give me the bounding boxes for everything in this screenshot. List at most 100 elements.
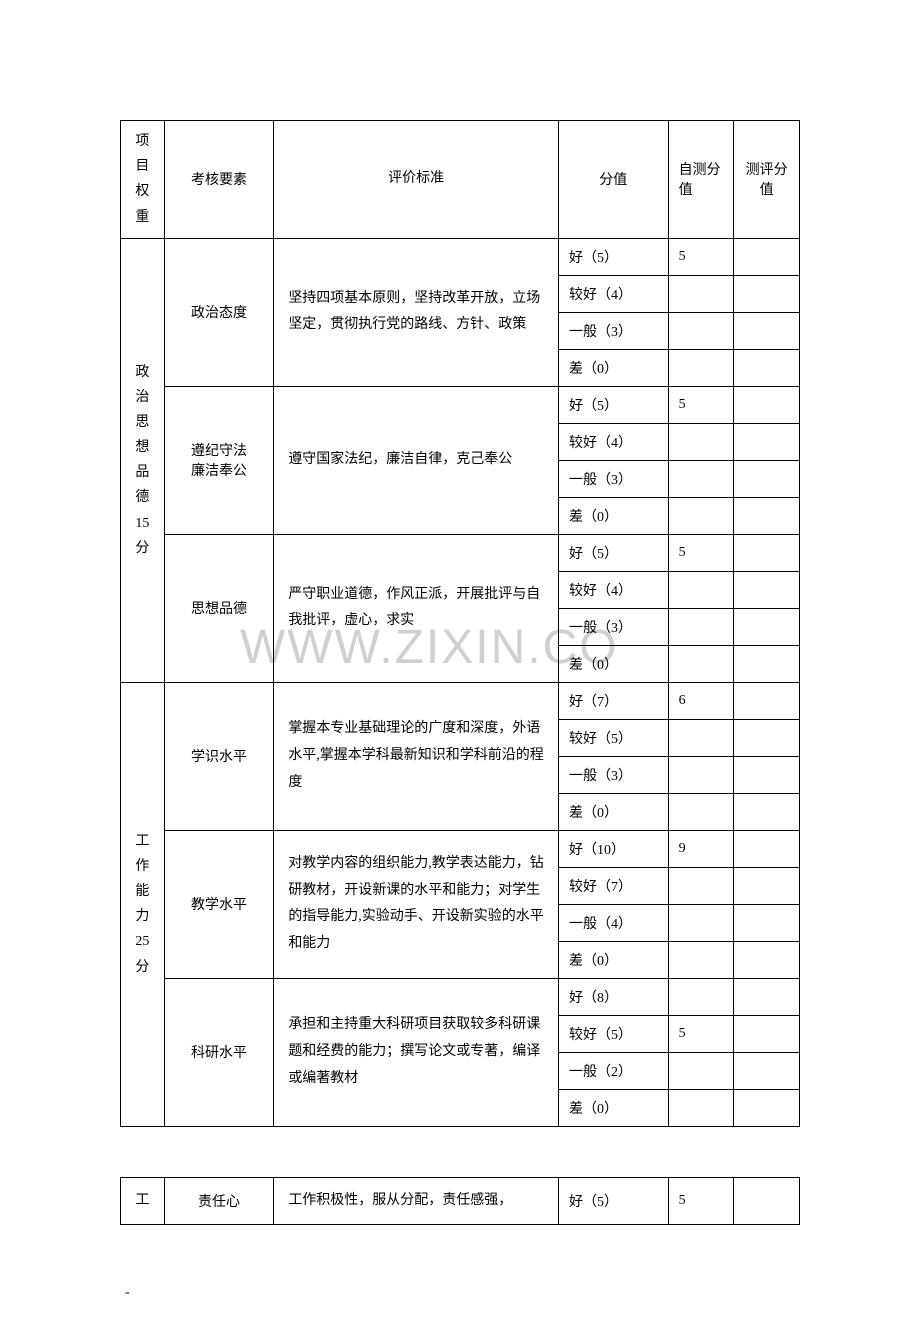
eval-cell <box>734 349 800 386</box>
header-self: 自测分值 <box>668 121 734 239</box>
score-cell: 一般（2） <box>559 1052 669 1089</box>
standard-cell: 严守职业道德，作风正派，开展批评与自我批评，虚心，求实 <box>274 534 559 682</box>
score-cell: 一般（4） <box>559 904 669 941</box>
header-row: 项目权重 考核要素 评价标准 分值 自测分值 测评分值 <box>121 121 800 239</box>
eval-cell <box>734 312 800 349</box>
weight-cell-2: 工作能力25分 <box>121 682 165 1126</box>
standard-cell: 工作积极性，服从分配，责任感强， <box>274 1177 559 1225</box>
eval-cell <box>734 682 800 719</box>
score-cell: 较好（4） <box>559 423 669 460</box>
score-cell: 较好（7） <box>559 867 669 904</box>
eval-cell <box>734 645 800 682</box>
score-cell: 差（0） <box>559 941 669 978</box>
element-cell: 科研水平 <box>164 978 274 1126</box>
weight-cell-1: 政治思想品德15分 <box>121 238 165 682</box>
eval-cell <box>734 275 800 312</box>
self-cell <box>668 793 734 830</box>
eval-cell <box>734 1015 800 1052</box>
standard-cell: 对教学内容的组织能力,教学表达能力，钻研教材，开设新课的水平和能力；对学生的指导… <box>274 830 559 978</box>
self-cell <box>668 645 734 682</box>
eval-cell <box>734 830 800 867</box>
eval-cell <box>734 904 800 941</box>
score-cell: 一般（3） <box>559 608 669 645</box>
eval-cell <box>734 460 800 497</box>
element-cell: 教学水平 <box>164 830 274 978</box>
footer-dash: - <box>120 1285 800 1301</box>
self-cell <box>668 460 734 497</box>
header-score: 分值 <box>559 121 669 239</box>
self-cell <box>668 978 734 1015</box>
eval-cell <box>734 423 800 460</box>
self-cell <box>668 867 734 904</box>
element-cell: 学识水平 <box>164 682 274 830</box>
self-cell <box>668 756 734 793</box>
self-cell: 5 <box>668 534 734 571</box>
self-cell: 5 <box>668 386 734 423</box>
header-element: 考核要素 <box>164 121 274 239</box>
score-cell: 差（0） <box>559 1089 669 1126</box>
eval-cell <box>734 756 800 793</box>
standard-cell: 承担和主持重大科研项目获取较多科研课题和经费的能力；撰写论文或专著，编译或编著教… <box>274 978 559 1126</box>
self-cell <box>668 904 734 941</box>
evaluation-table: 项目权重 考核要素 评价标准 分值 自测分值 测评分值 政治思想品德15分 政治… <box>120 120 800 1127</box>
table-row: 工 责任心 工作积极性，服从分配，责任感强， 好（5） 5 <box>121 1177 800 1225</box>
self-cell: 5 <box>668 238 734 275</box>
self-cell: 5 <box>668 1015 734 1052</box>
score-cell: 差（0） <box>559 497 669 534</box>
score-cell: 好（5） <box>559 386 669 423</box>
eval-cell <box>734 793 800 830</box>
score-cell: 好（10） <box>559 830 669 867</box>
self-cell <box>668 1052 734 1089</box>
table-row: 工作能力25分 学识水平 掌握本专业基础理论的广度和深度，外语水平,掌握本学科最… <box>121 682 800 719</box>
eval-cell <box>734 571 800 608</box>
self-cell: 9 <box>668 830 734 867</box>
self-cell <box>668 719 734 756</box>
table-row: 教学水平 对教学内容的组织能力,教学表达能力，钻研教材，开设新课的水平和能力；对… <box>121 830 800 867</box>
table-row: 科研水平 承担和主持重大科研项目获取较多科研课题和经费的能力；撰写论文或专著，编… <box>121 978 800 1015</box>
score-cell: 较好（4） <box>559 275 669 312</box>
score-cell: 好（5） <box>559 238 669 275</box>
self-cell <box>668 312 734 349</box>
self-cell <box>668 571 734 608</box>
self-cell <box>668 608 734 645</box>
score-cell: 好（5） <box>559 534 669 571</box>
eval-cell <box>734 1177 800 1225</box>
self-cell <box>668 275 734 312</box>
score-cell: 差（0） <box>559 645 669 682</box>
eval-cell <box>734 978 800 1015</box>
standard-cell: 遵守国家法纪，廉洁自律，克己奉公 <box>274 386 559 534</box>
second-table: 工 责任心 工作积极性，服从分配，责任感强， 好（5） 5 <box>120 1177 800 1226</box>
weight-cell-3: 工 <box>121 1177 165 1225</box>
score-cell: 好（8） <box>559 978 669 1015</box>
standard-cell: 坚持四项基本原则，坚持改革开放，立场坚定，贯彻执行党的路线、方针、政策 <box>274 238 559 386</box>
self-cell <box>668 423 734 460</box>
self-cell <box>668 349 734 386</box>
eval-cell <box>734 1089 800 1126</box>
element-cell: 政治态度 <box>164 238 274 386</box>
score-cell: 一般（3） <box>559 756 669 793</box>
standard-cell: 掌握本专业基础理论的广度和深度，外语水平,掌握本学科最新知识和学科前沿的程度 <box>274 682 559 830</box>
eval-cell <box>734 497 800 534</box>
table-row: 政治思想品德15分 政治态度 坚持四项基本原则，坚持改革开放，立场坚定，贯彻执行… <box>121 238 800 275</box>
self-cell: 6 <box>668 682 734 719</box>
header-eval: 测评分值 <box>734 121 800 239</box>
eval-cell <box>734 238 800 275</box>
table-row: 思想品德 严守职业道德，作风正派，开展批评与自我批评，虚心，求实 好（5） 5 <box>121 534 800 571</box>
self-cell <box>668 941 734 978</box>
header-weight: 项目权重 <box>121 121 165 239</box>
eval-cell <box>734 719 800 756</box>
eval-cell <box>734 867 800 904</box>
self-cell <box>668 1089 734 1126</box>
score-cell: 好（5） <box>559 1177 669 1225</box>
eval-cell <box>734 386 800 423</box>
table-row: 遵纪守法廉洁奉公 遵守国家法纪，廉洁自律，克己奉公 好（5） 5 <box>121 386 800 423</box>
eval-cell <box>734 608 800 645</box>
score-cell: 好（7） <box>559 682 669 719</box>
score-cell: 一般（3） <box>559 460 669 497</box>
self-cell <box>668 497 734 534</box>
score-cell: 较好（4） <box>559 571 669 608</box>
score-cell: 差（0） <box>559 793 669 830</box>
element-cell: 思想品德 <box>164 534 274 682</box>
score-cell: 较好（5） <box>559 719 669 756</box>
score-cell: 一般（3） <box>559 312 669 349</box>
